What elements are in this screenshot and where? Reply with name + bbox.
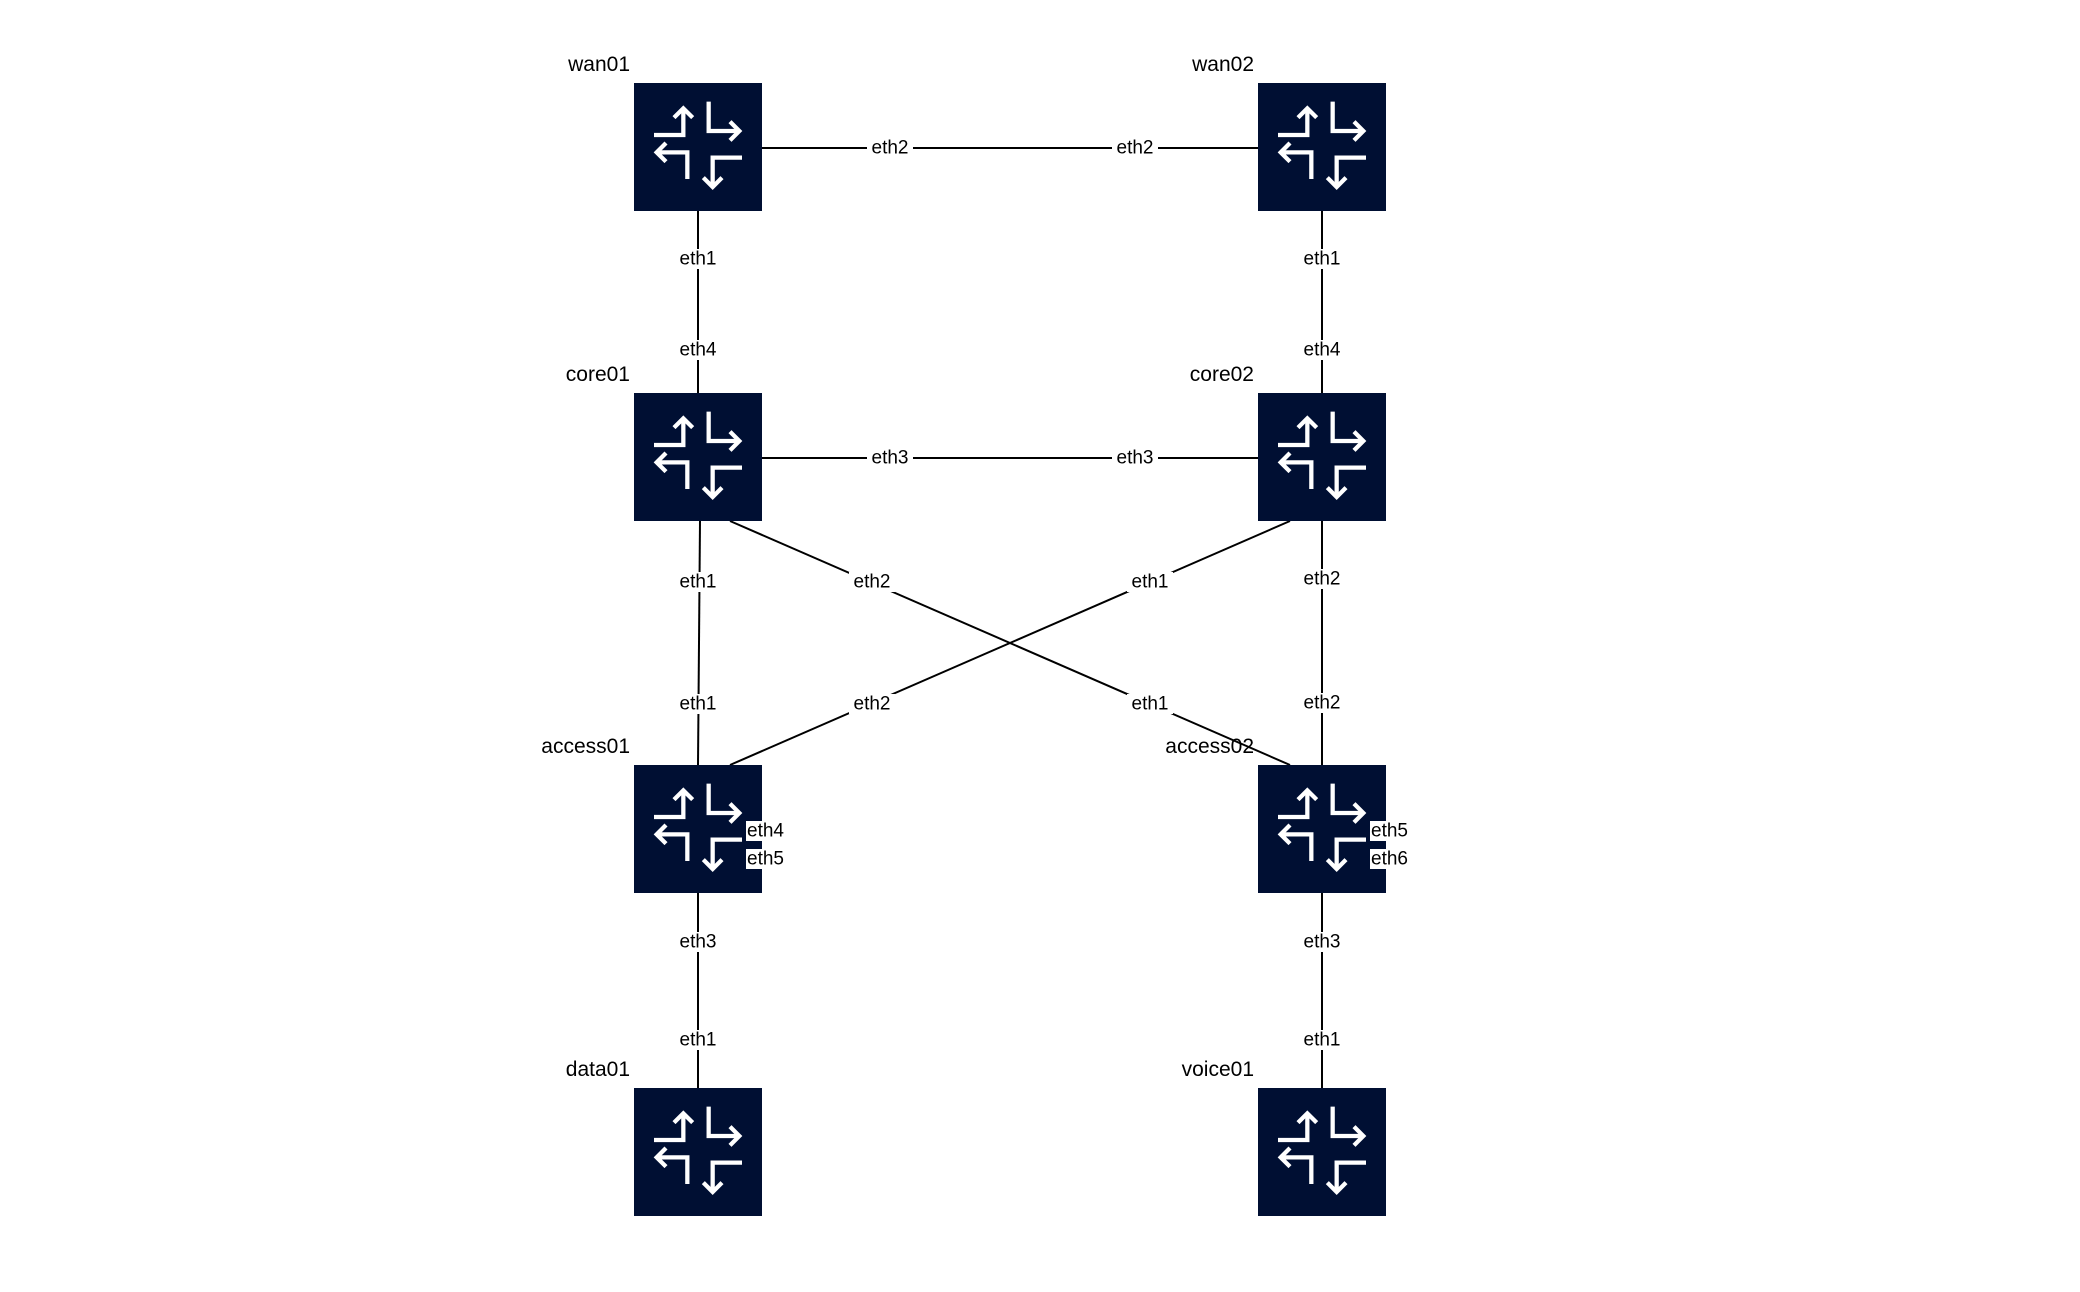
port-label: eth1 (680, 1030, 717, 1051)
port-label-background (867, 138, 913, 158)
router-icon (653, 1106, 743, 1196)
port-label-background (675, 340, 721, 360)
port-label: eth2 (872, 138, 909, 159)
node-box (1258, 393, 1386, 521)
link-core02-access01 (729, 520, 1291, 766)
port-label-background (1299, 249, 1345, 269)
router-icon (1277, 101, 1367, 191)
port-label-background (1370, 849, 1428, 869)
port-label-background (867, 448, 913, 468)
port-label: eth4 (1304, 340, 1341, 361)
node-box (634, 83, 762, 211)
port-label-background (1112, 448, 1158, 468)
node-label: core01 (566, 363, 630, 386)
free-port-label: eth6 (1371, 849, 1408, 870)
port-label-background (1299, 693, 1345, 713)
port-label: eth4 (680, 340, 717, 361)
port-label-background (675, 1030, 721, 1050)
router-icon (653, 783, 743, 873)
port-label: eth3 (1117, 448, 1154, 469)
nodes-layer: wan01 wan02 core01 core02 access01 access02 da… (541, 53, 1386, 1216)
node-label: wan01 (567, 53, 630, 76)
port-label-background (1299, 340, 1345, 360)
port-label: eth1 (1304, 249, 1341, 270)
node-label: voice01 (1182, 1058, 1254, 1081)
port-label: eth2 (1117, 138, 1154, 159)
node-label: wan02 (1191, 53, 1254, 76)
node-label: data01 (566, 1058, 630, 1081)
node-label: core02 (1190, 363, 1254, 386)
port-label: eth1 (1132, 694, 1169, 715)
router-icon (653, 411, 743, 501)
port-label: eth2 (854, 572, 891, 593)
node-box (1258, 1088, 1386, 1216)
node-data01[interactable]: data01 (566, 1058, 762, 1216)
port-label: eth3 (872, 448, 909, 469)
router-icon (1277, 783, 1367, 873)
free-port-label: eth5 (747, 849, 784, 870)
port-label: eth1 (1304, 1030, 1341, 1051)
port-label: eth1 (680, 694, 717, 715)
port-label-background (675, 694, 721, 714)
port-label-background (675, 932, 721, 952)
port-label-background (849, 572, 895, 592)
node-core02[interactable]: core02 (1190, 363, 1386, 521)
port-label: eth1 (680, 572, 717, 593)
port-label-background (1299, 569, 1345, 589)
node-box (1258, 83, 1386, 211)
port-label-background (675, 249, 721, 269)
node-access01[interactable]: access01 (541, 735, 762, 893)
port-label-background (675, 572, 721, 592)
port-label: eth2 (854, 694, 891, 715)
node-label: access02 (1165, 735, 1254, 758)
node-wan01[interactable]: wan01 (567, 53, 762, 211)
port-label-background (1299, 1030, 1345, 1050)
node-access02[interactable]: access02 (1165, 735, 1386, 893)
port-label: eth1 (1132, 572, 1169, 593)
router-icon (653, 101, 743, 191)
port-label: eth2 (1304, 693, 1341, 714)
port-label-background (1127, 572, 1173, 592)
port-label-background (746, 821, 804, 841)
port-label: eth3 (1304, 932, 1341, 953)
node-core01[interactable]: core01 (566, 363, 762, 521)
node-box (634, 765, 762, 893)
free-port-label: eth5 (1371, 821, 1408, 842)
router-icon (1277, 1106, 1367, 1196)
port-label-background (1370, 821, 1428, 841)
node-box (634, 393, 762, 521)
node-box (634, 1088, 762, 1216)
router-icon (1277, 411, 1367, 501)
node-label: access01 (541, 735, 630, 758)
port-label-background (1299, 932, 1345, 952)
port-label-background (1127, 694, 1173, 714)
free-port-label: eth4 (747, 821, 784, 842)
port-label: eth3 (680, 932, 717, 953)
port-labels-layer: eth2 eth2 eth1 eth4 eth1 eth4 eth3 eth3 eth1 eth1… (675, 138, 1428, 1051)
node-wan02[interactable]: wan02 (1191, 53, 1386, 211)
node-voice01[interactable]: voice01 (1182, 1058, 1386, 1216)
port-label: eth2 (1304, 569, 1341, 590)
port-label-background (746, 849, 804, 869)
links-layer (697, 147, 1323, 1088)
port-label-background (849, 694, 895, 714)
port-label: eth1 (680, 249, 717, 270)
node-box (1258, 765, 1386, 893)
link-core01-access01 (697, 520, 701, 766)
port-label-background (1112, 138, 1158, 158)
